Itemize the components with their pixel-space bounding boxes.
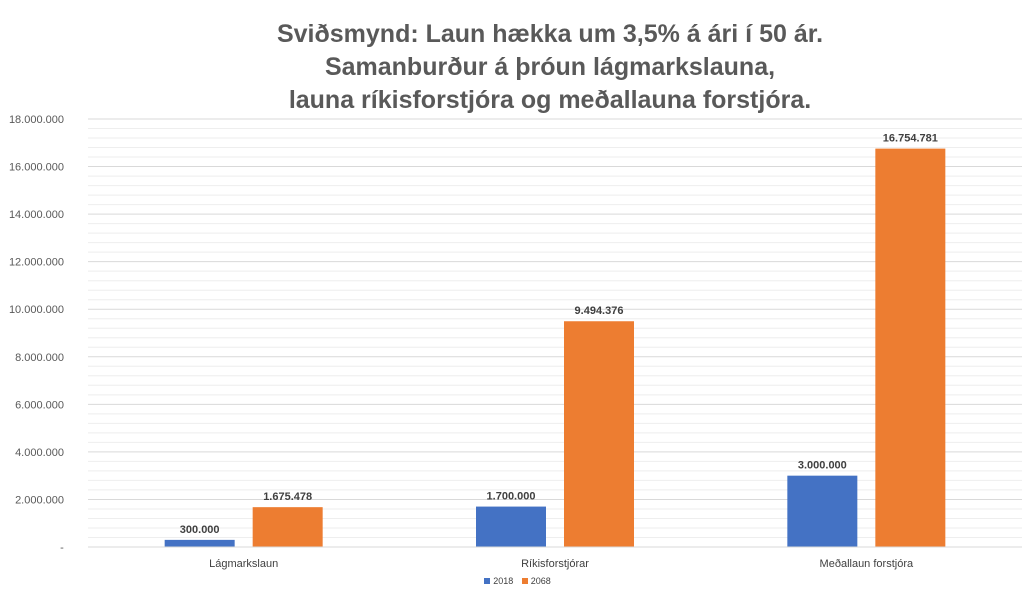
legend-swatch-2018 bbox=[484, 578, 491, 584]
bar-2068-1 bbox=[564, 321, 634, 547]
y-tick-label: 2.000.000 bbox=[15, 494, 64, 506]
legend-label-2068: 2068 bbox=[530, 576, 551, 586]
x-category-label: Ríkisforstjórar bbox=[521, 558, 589, 570]
data-label-2018-2: 3.000.000 bbox=[798, 460, 847, 472]
y-axis: - 2.000.000 4.000.000 6.000.000 8.000.000 10.… bbox=[9, 114, 64, 554]
data-label-2068-0: 1.675.478 bbox=[263, 491, 312, 503]
chart-title-line-1: Sviðsmynd: Laun hækka um 3,5% á ári í 50… bbox=[276, 20, 824, 48]
chart-title-line-2: Samanburður á þróun lágmarkslauna, bbox=[324, 53, 776, 81]
x-category-label: Lágmarkslaun bbox=[209, 558, 278, 570]
legend: 2018 2068 bbox=[0, 576, 1035, 586]
chart-title: Sviðsmynd: Laun hækka um 3,5% á ári í 50… bbox=[200, 18, 900, 117]
data-label-2018-0: 300.000 bbox=[180, 524, 220, 536]
bar-2068-2 bbox=[875, 148, 946, 548]
legend-swatch-2068 bbox=[521, 578, 528, 584]
y-tick-label: 6.000.000 bbox=[15, 399, 64, 411]
y-tick-label: 10.000.000 bbox=[9, 304, 64, 316]
bars bbox=[164, 148, 946, 548]
bar-2018-1 bbox=[476, 506, 546, 547]
data-labels: 300.000 1.675.478 1.700.000 9.494.376 3.000.… bbox=[180, 133, 938, 536]
y-tick-label: - bbox=[60, 542, 64, 554]
legend-item-2018: 2018 bbox=[484, 576, 513, 586]
y-tick-label: 12.000.000 bbox=[9, 257, 64, 269]
y-tick-label: 16.000.000 bbox=[9, 162, 64, 174]
legend-label-2018: 2018 bbox=[493, 576, 514, 586]
data-label-2068-1: 9.494.376 bbox=[575, 305, 624, 317]
bar-2018-0 bbox=[164, 539, 235, 547]
data-label-2018-1: 1.700.000 bbox=[487, 491, 536, 503]
y-tick-label: 4.000.000 bbox=[15, 447, 64, 459]
y-tick-label: 8.000.000 bbox=[15, 352, 64, 364]
x-axis: Lágmarkslaun Ríkisforstjórar Meðallaun for… bbox=[88, 546, 1022, 570]
data-label-2068-2: 16.754.781 bbox=[883, 133, 938, 145]
y-tick-label: 18.000.000 bbox=[9, 114, 64, 126]
chart-title-line-3: launa ríkisforstjóra og meðallauna forst… bbox=[288, 86, 812, 114]
x-category-label: Meðallaun forstjóra bbox=[820, 558, 914, 570]
bar-2068-0 bbox=[252, 507, 323, 547]
legend-item-2068: 2068 bbox=[521, 576, 551, 586]
gridlines bbox=[88, 118, 1022, 538]
y-tick-label: 14.000.000 bbox=[9, 209, 64, 221]
bar-2018-2 bbox=[787, 475, 858, 547]
